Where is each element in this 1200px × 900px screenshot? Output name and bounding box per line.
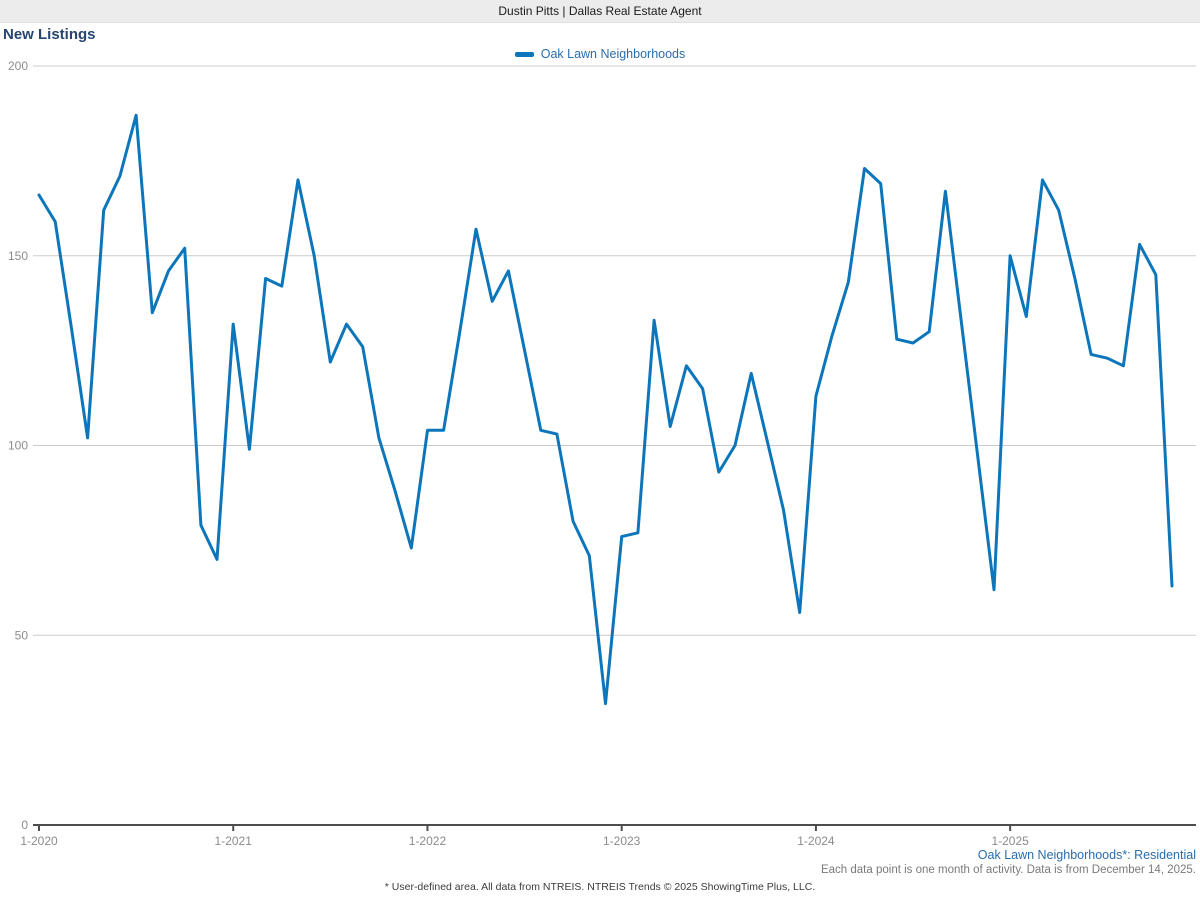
chart-canvas: 0 50 100 150 200 1-2020 1-2021 1-2022 1-2023 1-20… — [8, 59, 1196, 848]
y-tick-label: 0 — [21, 818, 28, 832]
legend: Oak Lawn Neighborhoods — [0, 46, 1200, 62]
page-title: New Listings — [3, 26, 96, 43]
header-title: Dustin Pitts | Dallas Real Estate Agent — [498, 4, 702, 18]
y-tick-label: 200 — [8, 59, 28, 73]
series-note: Oak Lawn Neighborhoods*: Residential — [977, 848, 1196, 862]
y-tick-label: 50 — [15, 628, 29, 642]
x-tick-label: 1-2021 — [215, 834, 253, 848]
x-tick-label: 1-2022 — [409, 834, 447, 848]
legend-swatch-icon — [514, 51, 534, 57]
series-line-oak-lawn[interactable] — [37, 113, 1174, 706]
x-tick-label: 1-2025 — [991, 834, 1029, 848]
header-bar: Dustin Pitts | Dallas Real Estate Agent — [0, 0, 1200, 23]
legend-label: Oak Lawn Neighborhoods — [540, 47, 686, 61]
x-tick-label: 1-2020 — [20, 834, 58, 848]
disclaimer: * User-defined area. All data from NTREI… — [384, 881, 816, 893]
x-tick-label: 1-2023 — [603, 834, 641, 848]
y-tick-label: 150 — [8, 249, 28, 263]
y-tick-label: 100 — [8, 439, 28, 453]
data-note: Each data point is one month of activity… — [820, 864, 1196, 876]
x-tick-label: 1-2024 — [797, 834, 835, 848]
